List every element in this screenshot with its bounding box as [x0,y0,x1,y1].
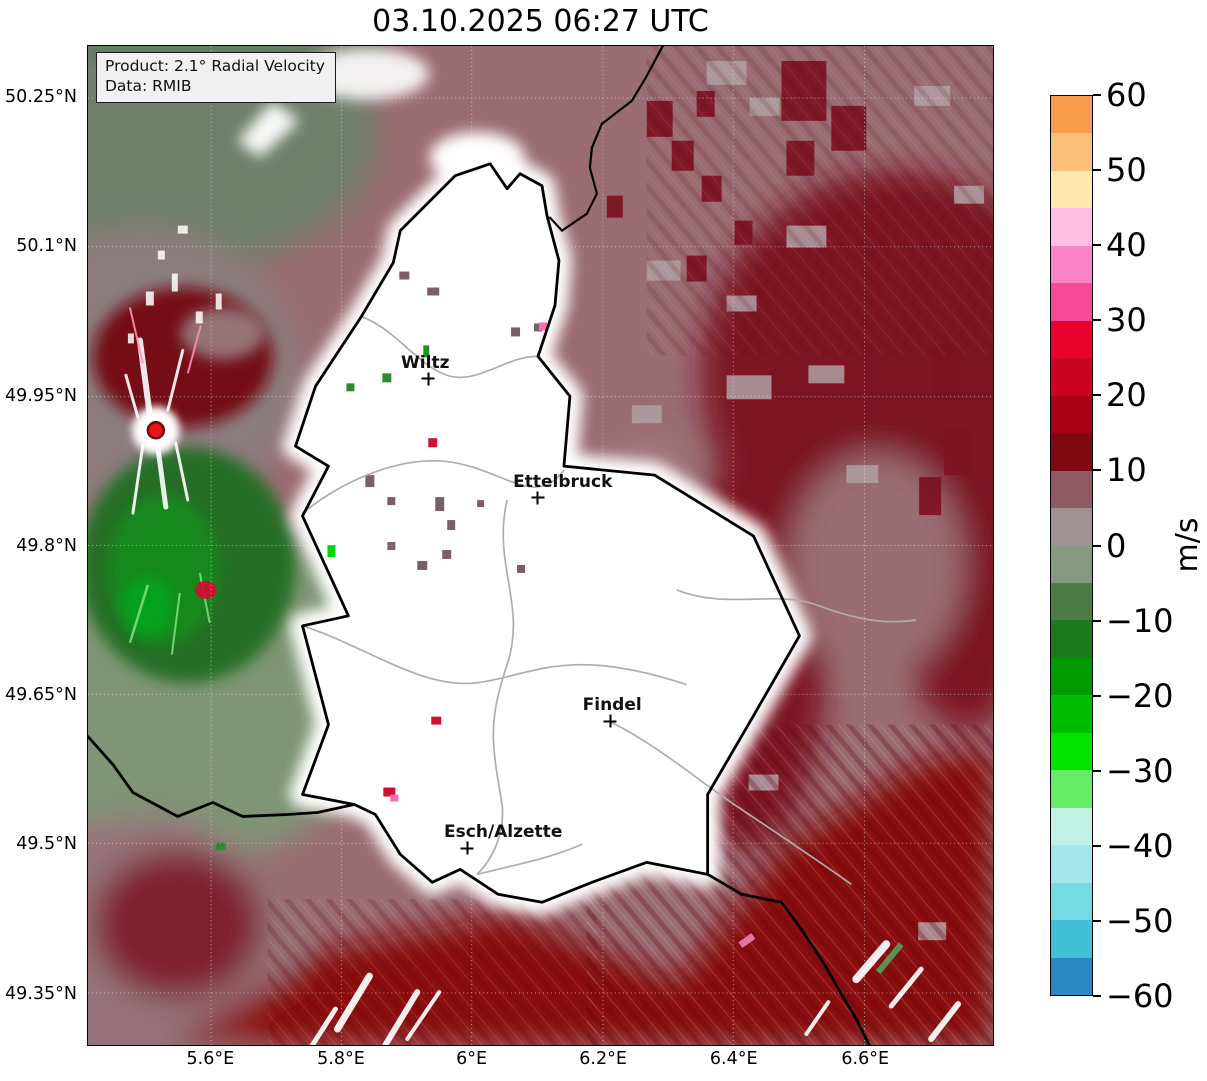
colorbar-tick-label: 60 [1106,76,1147,114]
colorbar-tick [1093,319,1101,322]
colorbar-tick-label: 20 [1106,376,1147,415]
colorbar-tick [1093,769,1101,772]
colorbar-tick-label: −60 [1106,977,1174,1015]
colorbar-band [1051,320,1092,360]
y-axis-tick-label: 49.5°N [16,833,77,854]
radar-color-streaks [128,307,211,655]
radar-site-blobs [88,287,296,683]
colorbar-band [1051,957,1092,995]
radar-site-icon [146,420,166,440]
colorbar-band [1051,770,1092,809]
x-axis-tick-label: 6.4°E [709,1049,758,1069]
product-info-box: Product: 2.1° Radial Velocity Data: RMIB [96,52,336,103]
national-borders-black [88,46,871,1045]
figure-title: 03.10.2025 06:27 UTC [372,4,709,39]
longitude-axis: 5.6°E 5.8°E 6°E 6.2°E 6.4°E 6.6°E [87,1047,994,1077]
colorbar-band [1051,620,1092,659]
colorbar-band [1051,882,1092,921]
colorbar-band [1051,133,1092,172]
map-canvas: Wiltz Ettelbruck Findel Esch/Alzette Produc… [87,45,994,1046]
colorbar-tick-label: 40 [1106,226,1147,265]
colorbar-tick [1093,619,1101,622]
colorbar-band [1051,695,1092,734]
colorbar-tick-label: −10 [1106,601,1174,640]
graticule-grid [88,46,993,1045]
colorbar-tick-label: −50 [1106,901,1174,940]
radar-white-specks [127,225,222,344]
product-line: Product: 2.1° Radial Velocity [105,57,325,75]
admin-borders-gray [301,315,917,886]
colorbar-tick [1093,694,1101,697]
colorbar-tick [1093,244,1101,247]
y-axis-tick-label: 49.65°N [5,684,77,705]
colorbar-tick [1093,394,1101,397]
colorbar-band [1051,845,1092,884]
colorbar-band [1051,470,1092,509]
x-axis-tick-label: 6.6°E [841,1049,890,1069]
colorbar-band [1051,508,1092,547]
y-axis-tick-label: 49.35°N [5,983,77,1004]
y-axis-tick-label: 49.95°N [5,386,77,407]
bottom-white-streaks [310,940,962,1045]
radar-velocity-field [88,46,993,1045]
colorbar-tick [1093,169,1101,172]
latitude-axis: 50.25°N 50.1°N 49.95°N 49.8°N 49.65°N 49.5°N 4… [0,45,80,1046]
colorbar-band [1051,920,1092,959]
colorbar-tick-label: −20 [1106,676,1174,715]
colorbar-tick-label: 30 [1106,301,1147,340]
x-axis-tick-label: 5.8°E [317,1049,365,1069]
colorbar-tick [1093,844,1101,847]
x-axis-tick-label: 6.2°E [579,1049,627,1069]
colorbar-band [1051,96,1092,135]
colorbar-band [1051,395,1092,434]
colorbar-band [1051,732,1092,772]
x-axis-tick-label: 5.6°E [186,1049,235,1069]
colorbar-tick [1093,995,1101,997]
radar-white-streaks [124,337,190,515]
colorbar-band [1051,433,1092,472]
colorbar-tick-label: 50 [1106,151,1147,190]
colorbar-tick [1093,544,1101,547]
x-axis-tick-label: 6°E [456,1049,488,1069]
colorbar-band [1051,208,1092,247]
y-axis-tick-label: 50.1°N [16,236,77,257]
colorbar-tick [1093,919,1101,922]
colorbar-band [1051,170,1092,210]
colorbar-band [1051,245,1092,285]
colorbar-band [1051,358,1092,397]
colorbar-unit-label: m/s [1169,517,1205,573]
colorbar-tick-label: 0 [1106,526,1127,565]
colorbar-band [1051,657,1092,697]
data-source-line: Data: RMIB [105,77,192,96]
colorbar-scale [1050,95,1093,996]
colorbar-band [1051,807,1092,847]
colorbar-tick [1093,94,1101,96]
colorbar-band [1051,283,1092,322]
colorbar-tick-label: −40 [1106,826,1174,865]
y-axis-tick-label: 49.8°N [16,535,77,556]
colorbar-band [1051,582,1092,622]
colorbar-tick-label: −30 [1106,751,1174,790]
colorbar-band [1051,545,1092,584]
colorbar-tick-label: 10 [1106,451,1147,490]
y-axis-tick-label: 50.25°N [5,87,77,108]
colorbar-tick [1093,469,1101,472]
